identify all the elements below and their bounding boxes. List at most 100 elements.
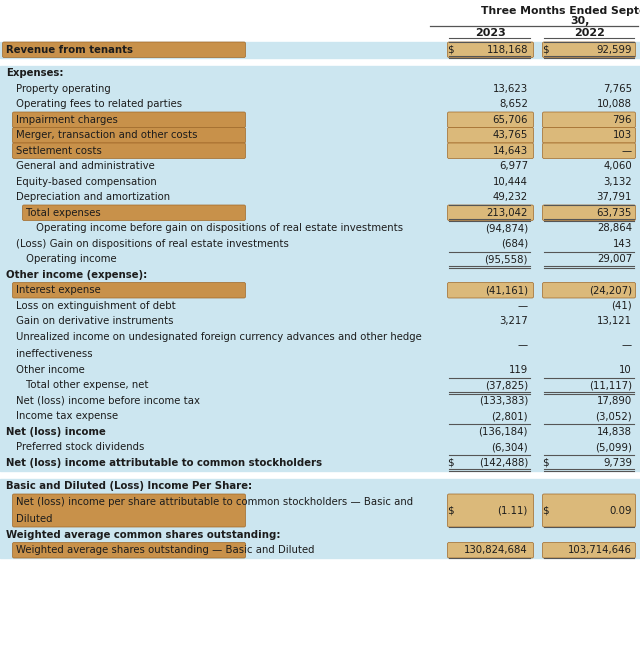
FancyBboxPatch shape: [447, 42, 534, 57]
Text: 143: 143: [613, 239, 632, 249]
Text: Income tax expense: Income tax expense: [16, 412, 118, 421]
Bar: [0, 408, 640, 424]
Text: Basic and Diluted (Loss) Income Per Share:: Basic and Diluted (Loss) Income Per Shar…: [6, 481, 252, 491]
Text: $: $: [542, 458, 548, 468]
Text: (41,161): (41,161): [485, 285, 528, 295]
FancyBboxPatch shape: [543, 143, 636, 159]
Text: Diluted: Diluted: [16, 514, 52, 524]
Text: (142,488): (142,488): [479, 458, 528, 468]
Text: $: $: [447, 458, 454, 468]
Bar: [0, 159, 640, 174]
Text: (11,117): (11,117): [589, 381, 632, 390]
Text: Gain on derivative instruments: Gain on derivative instruments: [16, 316, 173, 326]
Text: —: —: [518, 301, 528, 311]
Bar: [0, 81, 640, 97]
Text: 3,132: 3,132: [604, 177, 632, 187]
Text: 92,599: 92,599: [596, 45, 632, 55]
Text: $: $: [447, 45, 454, 55]
FancyBboxPatch shape: [13, 494, 246, 527]
Text: 7,765: 7,765: [603, 84, 632, 94]
Text: 30,: 30,: [570, 16, 589, 26]
Text: 65,706: 65,706: [493, 115, 528, 124]
Text: Weighted average shares outstanding — Basic and Diluted: Weighted average shares outstanding — Ba…: [16, 545, 314, 555]
Text: Other income: Other income: [16, 365, 84, 375]
Text: Net (loss) income: Net (loss) income: [6, 427, 106, 437]
Text: ineffectiveness: ineffectiveness: [16, 349, 93, 359]
Text: Net (loss) income per share attributable to common stockholders — Basic and: Net (loss) income per share attributable…: [16, 497, 413, 507]
Bar: [0, 455, 640, 470]
Text: Three Months Ended September: Three Months Ended September: [481, 6, 640, 16]
Text: —: —: [622, 341, 632, 350]
Bar: [0, 174, 640, 190]
Text: 17,890: 17,890: [596, 396, 632, 406]
Text: Expenses:: Expenses:: [6, 68, 63, 78]
Bar: [0, 362, 640, 377]
Text: 49,232: 49,232: [493, 192, 528, 203]
Text: 6,977: 6,977: [499, 161, 528, 172]
FancyBboxPatch shape: [447, 143, 534, 159]
FancyBboxPatch shape: [13, 112, 246, 128]
Text: (133,383): (133,383): [479, 396, 528, 406]
Text: 2022: 2022: [575, 28, 605, 38]
Text: 103,714,646: 103,714,646: [568, 545, 632, 555]
Text: Total other expense, net: Total other expense, net: [26, 381, 148, 390]
Bar: [0, 298, 640, 313]
FancyBboxPatch shape: [447, 112, 534, 128]
Text: Operating fees to related parties: Operating fees to related parties: [16, 99, 182, 109]
FancyBboxPatch shape: [447, 205, 534, 221]
Text: 13,623: 13,623: [493, 84, 528, 94]
Bar: [0, 424, 640, 439]
Bar: [0, 221, 640, 236]
Bar: [0, 329, 640, 362]
Bar: [0, 143, 640, 159]
Text: Unrealized income on undesignated foreign currency advances and other hedge: Unrealized income on undesignated foreig…: [16, 332, 422, 342]
Text: Net (loss) income attributable to common stockholders: Net (loss) income attributable to common…: [6, 458, 322, 468]
Bar: [0, 236, 640, 252]
Text: Operating income: Operating income: [26, 254, 116, 264]
Bar: [0, 112, 640, 128]
Text: —: —: [622, 146, 632, 155]
Text: 3,217: 3,217: [499, 316, 528, 326]
Bar: [0, 283, 640, 298]
Text: 130,824,684: 130,824,684: [464, 545, 528, 555]
Bar: [0, 267, 640, 283]
FancyBboxPatch shape: [447, 128, 534, 143]
Bar: [0, 252, 640, 267]
Text: 28,864: 28,864: [597, 223, 632, 233]
Bar: [0, 313, 640, 329]
FancyBboxPatch shape: [447, 542, 534, 558]
Text: 213,042: 213,042: [486, 208, 528, 218]
Text: Settlement costs: Settlement costs: [16, 146, 102, 155]
Text: 10,444: 10,444: [493, 177, 528, 187]
FancyBboxPatch shape: [447, 494, 534, 527]
FancyBboxPatch shape: [543, 42, 636, 57]
FancyBboxPatch shape: [13, 542, 246, 558]
Text: 8,652: 8,652: [499, 99, 528, 109]
Text: (1.11): (1.11): [498, 506, 528, 515]
Text: 2023: 2023: [475, 28, 506, 38]
Text: Weighted average common shares outstanding:: Weighted average common shares outstandi…: [6, 530, 280, 540]
Bar: [0, 66, 640, 81]
Text: 37,791: 37,791: [596, 192, 632, 203]
Text: (94,874): (94,874): [484, 223, 528, 233]
FancyBboxPatch shape: [543, 542, 636, 558]
Bar: [0, 190, 640, 205]
FancyBboxPatch shape: [22, 205, 246, 221]
Text: $: $: [447, 506, 454, 515]
Bar: [0, 494, 640, 527]
Text: 103: 103: [613, 130, 632, 140]
Text: Other income (expense):: Other income (expense):: [6, 270, 147, 280]
Text: (Loss) Gain on dispositions of real estate investments: (Loss) Gain on dispositions of real esta…: [16, 239, 289, 249]
Text: Impairment charges: Impairment charges: [16, 115, 118, 124]
Bar: [0, 479, 640, 494]
Text: Operating income before gain on dispositions of real estate investments: Operating income before gain on disposit…: [36, 223, 403, 233]
Text: (5,099): (5,099): [595, 442, 632, 452]
Text: (2,801): (2,801): [492, 412, 528, 421]
Text: Interest expense: Interest expense: [16, 285, 100, 295]
FancyBboxPatch shape: [543, 494, 636, 527]
Bar: [0, 97, 640, 112]
Text: 0.09: 0.09: [609, 506, 632, 515]
Text: 29,007: 29,007: [596, 254, 632, 264]
Text: (37,825): (37,825): [484, 381, 528, 390]
Text: 14,643: 14,643: [493, 146, 528, 155]
